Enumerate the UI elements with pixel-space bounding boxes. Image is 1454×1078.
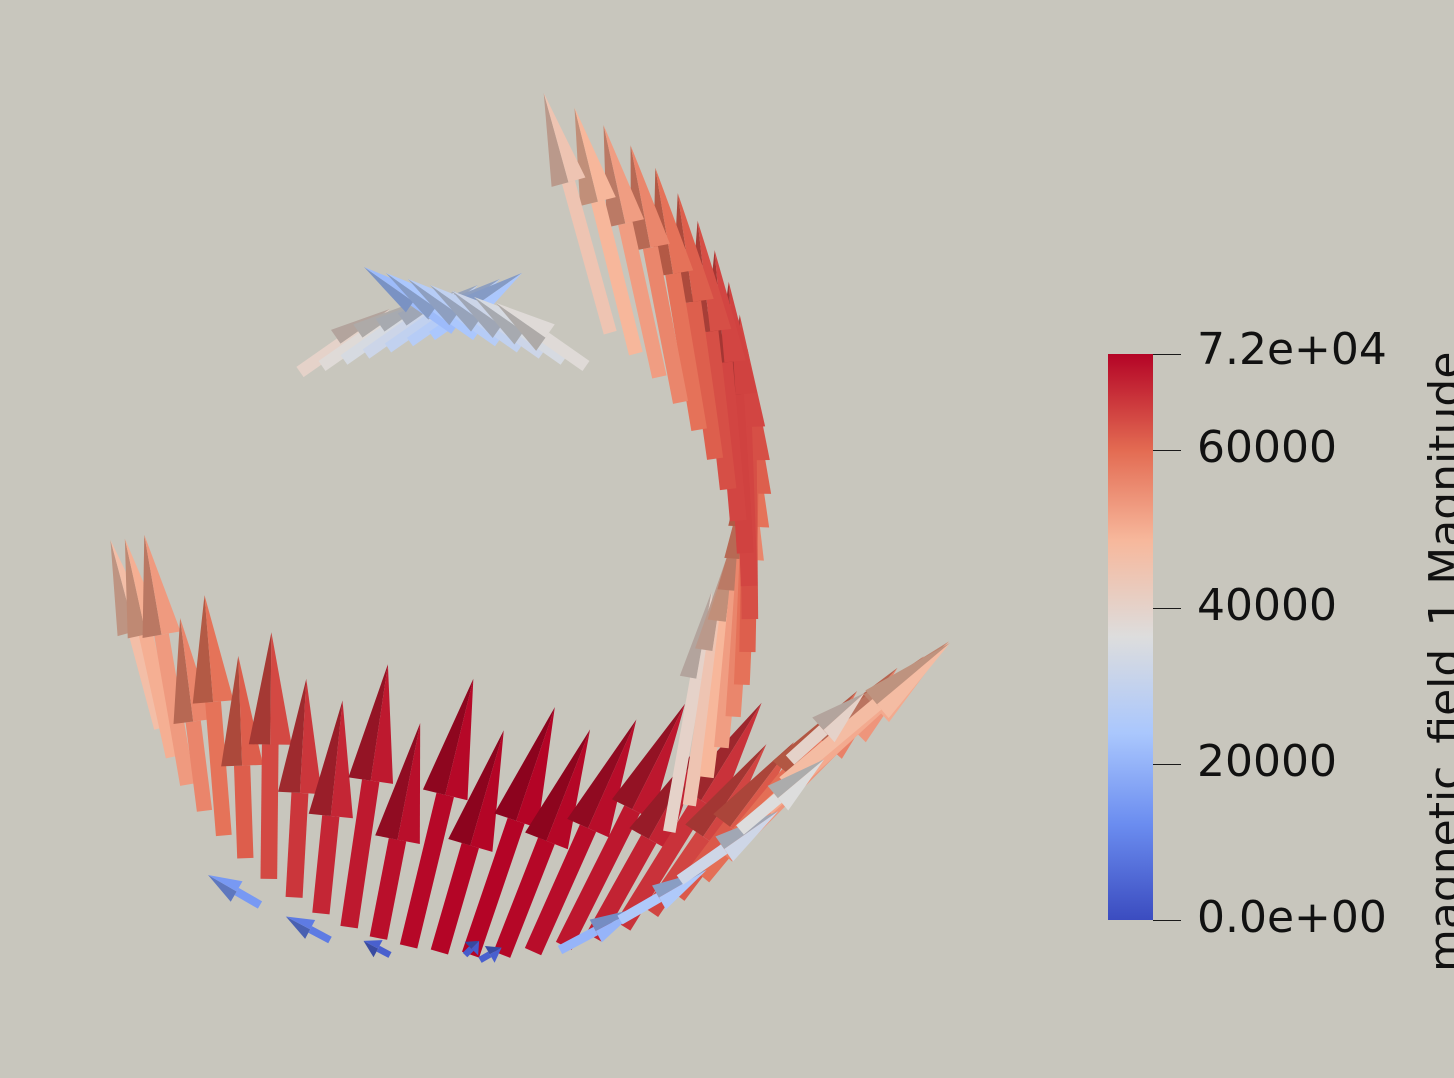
tick-mark-40000	[1153, 608, 1181, 609]
tick-label-20000: 20000	[1197, 740, 1337, 784]
arrow-shaft	[377, 946, 392, 958]
arrow-shaft	[234, 765, 253, 858]
tick-label-max: 7.2e+04	[1197, 328, 1387, 372]
scalar-bar: 7.2e+04 60000 40000 20000 0.0e+00 magnet…	[1100, 340, 1454, 1000]
scalar-bar-title: magnetic_field_1 Magnitude	[1424, 352, 1454, 972]
tick-label-min: 0.0e+00	[1197, 896, 1387, 940]
arrow-head	[270, 632, 293, 744]
arrow-head-shadow	[249, 632, 272, 744]
colorbar-gradient	[1108, 354, 1153, 920]
tick-label-60000: 60000	[1197, 426, 1337, 470]
tick-mark-min	[1153, 920, 1181, 921]
tick-label-40000: 40000	[1197, 584, 1337, 628]
tick-mark-60000	[1153, 450, 1181, 451]
vector-glyph-field	[93, 88, 962, 968]
arrow-shaft	[308, 926, 331, 943]
arrow-shaft	[312, 815, 339, 914]
arrow-shaft	[205, 701, 231, 836]
arrow-shaft	[260, 744, 278, 879]
tick-mark-max	[1153, 354, 1181, 355]
arrow-shaft	[286, 792, 309, 897]
vector-arrow-glyph	[202, 865, 266, 915]
arrow-shaft	[235, 888, 263, 909]
arrow-shaft	[370, 838, 407, 940]
tick-mark-20000	[1153, 764, 1181, 765]
